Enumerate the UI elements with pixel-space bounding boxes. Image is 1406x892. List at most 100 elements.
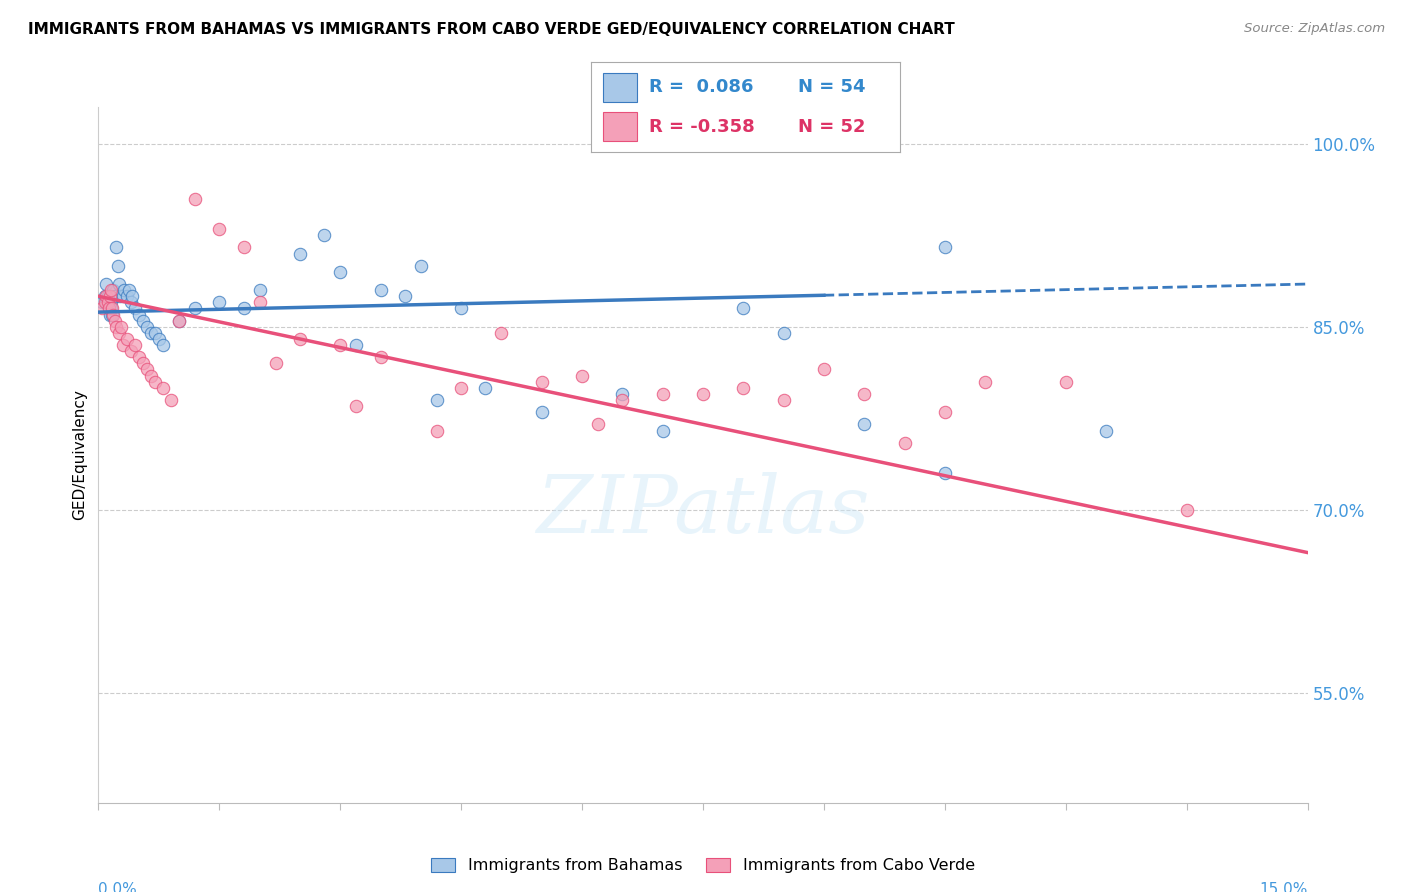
Text: 0.0%: 0.0% <box>98 882 138 892</box>
Point <box>612 392 634 407</box>
Text: N = 54: N = 54 <box>797 78 865 96</box>
Point <box>100 295 122 310</box>
Point <box>101 308 124 322</box>
Text: IMMIGRANTS FROM BAHAMAS VS IMMIGRANTS FROM CABO VERDE GED/EQUIVALENCY CORRELATIO: IMMIGRANTS FROM BAHAMAS VS IMMIGRANTS FR… <box>28 22 955 37</box>
Point <box>107 259 129 273</box>
Point <box>450 301 472 316</box>
Point <box>772 326 794 340</box>
Point <box>97 301 120 316</box>
Point <box>329 338 352 352</box>
Point <box>101 283 124 297</box>
Point <box>143 375 166 389</box>
Point <box>530 405 553 419</box>
Point <box>121 289 143 303</box>
Point <box>160 392 183 407</box>
Point <box>128 308 150 322</box>
Point <box>450 381 472 395</box>
Text: N = 52: N = 52 <box>797 118 865 136</box>
Point <box>813 362 835 376</box>
Point <box>103 313 125 327</box>
Point <box>94 295 117 310</box>
Point <box>232 240 254 254</box>
Point <box>115 289 138 303</box>
Point <box>733 381 755 395</box>
Point <box>111 289 134 303</box>
Point <box>108 289 131 303</box>
Point <box>135 362 157 376</box>
Point <box>167 313 190 327</box>
Point <box>974 375 997 389</box>
Point <box>167 313 190 327</box>
Point <box>97 289 120 303</box>
Point <box>370 283 392 297</box>
Point <box>91 301 114 316</box>
Point <box>344 338 367 352</box>
Point <box>772 392 794 407</box>
Point <box>132 313 155 327</box>
Point <box>101 308 124 322</box>
Bar <box>603 112 637 141</box>
Point <box>96 295 118 310</box>
Point <box>98 289 121 303</box>
Point <box>893 435 915 450</box>
Point <box>249 295 271 310</box>
Point <box>692 387 714 401</box>
Point <box>96 277 118 291</box>
Point <box>184 301 207 316</box>
Point <box>139 368 162 383</box>
Point <box>112 283 135 297</box>
Point <box>934 240 956 254</box>
Point <box>1054 375 1077 389</box>
Point <box>120 344 142 359</box>
Point <box>97 295 120 310</box>
Point <box>208 222 231 236</box>
Point <box>934 405 956 419</box>
Point <box>132 356 155 370</box>
Point <box>152 338 174 352</box>
Point <box>143 326 166 340</box>
Point <box>651 424 673 438</box>
Point <box>101 301 124 316</box>
Point <box>394 289 416 303</box>
Point <box>329 265 352 279</box>
Point <box>612 387 634 401</box>
Point <box>426 424 449 438</box>
Point <box>103 289 125 303</box>
Point <box>91 295 114 310</box>
Point <box>586 417 609 432</box>
Point <box>1095 424 1118 438</box>
Point <box>491 326 513 340</box>
Point <box>152 381 174 395</box>
Point <box>128 351 150 365</box>
Point <box>409 259 432 273</box>
Point <box>934 467 956 481</box>
Point <box>124 301 146 316</box>
Point <box>370 351 392 365</box>
Point <box>105 240 128 254</box>
Point <box>426 392 449 407</box>
Point <box>139 326 162 340</box>
Point <box>97 301 120 316</box>
Bar <box>603 73 637 102</box>
Text: Source: ZipAtlas.com: Source: ZipAtlas.com <box>1244 22 1385 36</box>
Point <box>105 319 128 334</box>
Point <box>288 246 311 260</box>
Point <box>135 319 157 334</box>
Point <box>733 301 755 316</box>
Point <box>96 289 118 303</box>
Text: 15.0%: 15.0% <box>1260 882 1308 892</box>
Point <box>110 319 132 334</box>
Point <box>94 289 117 303</box>
Point <box>853 387 876 401</box>
Point <box>98 308 121 322</box>
Point <box>100 301 122 316</box>
Point <box>249 283 271 297</box>
Point <box>1175 503 1198 517</box>
Text: ZIPatlas: ZIPatlas <box>536 472 870 549</box>
Point <box>111 338 134 352</box>
Point <box>288 332 311 346</box>
Y-axis label: GED/Equivalency: GED/Equivalency <box>72 390 87 520</box>
Point <box>571 368 593 383</box>
Point <box>232 301 254 316</box>
Point <box>124 338 146 352</box>
